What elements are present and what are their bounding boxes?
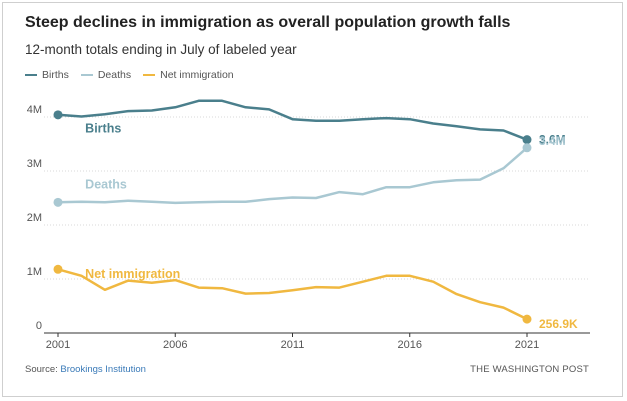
legend-swatch-births	[25, 74, 37, 76]
source-link[interactable]: Brookings Institution	[60, 364, 146, 375]
series-inline-label-births: Births	[85, 121, 121, 135]
y-tick-label: 2M	[27, 212, 42, 224]
series-inline-label-deaths: Deaths	[85, 177, 127, 191]
end-point-net-immigration	[522, 314, 532, 324]
x-tick-label: 2011	[281, 339, 305, 351]
legend-item-deaths: Deaths	[80, 69, 132, 81]
y-tick-label: 4M	[27, 104, 42, 116]
series-line-net-immigration	[56, 268, 529, 321]
y-tick-label: 1M	[27, 266, 42, 278]
y-tick-label: 3M	[27, 158, 42, 170]
start-point-deaths	[53, 197, 63, 207]
chart-title: Steep declines in immigration as overall…	[25, 14, 511, 31]
source-note: Source: Brookings Institution	[25, 364, 146, 375]
series-end-label-births: 3.6M	[539, 133, 566, 147]
chart-frame	[2, 2, 623, 397]
legend-item-net-immigration: Net immigration	[143, 69, 234, 81]
series-end-label-net-immigration: 256.9K	[539, 317, 578, 331]
legend-label-deaths: Deaths	[97, 69, 132, 81]
x-tick-label: 2006	[163, 339, 187, 351]
legend-swatch-net-immigration	[143, 74, 156, 76]
x-tick-label: 2021	[515, 339, 539, 351]
end-point-deaths	[522, 143, 532, 153]
end-point-births	[522, 135, 532, 145]
publisher-credit: THE WASHINGTON POST	[470, 364, 589, 375]
legend-item-births: Births	[25, 69, 69, 81]
legend: Births Deaths Net immigration	[25, 68, 246, 82]
chart-subtitle: 12-month totals ending in July of labele…	[25, 42, 297, 57]
legend-swatch-deaths	[80, 74, 93, 76]
source-prefix: Source:	[25, 364, 61, 375]
series-line-births	[56, 99, 529, 141]
y-tick-label: 0	[36, 320, 42, 332]
start-point-births	[53, 110, 63, 120]
x-tick-label: 2001	[46, 339, 70, 351]
series-inline-label-net-immigration: Net immigration	[85, 267, 180, 281]
x-tick-label: 2016	[398, 339, 422, 351]
legend-label-births: Births	[42, 69, 69, 81]
start-point-net-immigration	[53, 264, 63, 274]
series-end-label-deaths: 3.4M	[539, 134, 566, 148]
legend-label-net-immigration: Net immigration	[160, 69, 234, 81]
series-line-deaths	[56, 146, 529, 205]
